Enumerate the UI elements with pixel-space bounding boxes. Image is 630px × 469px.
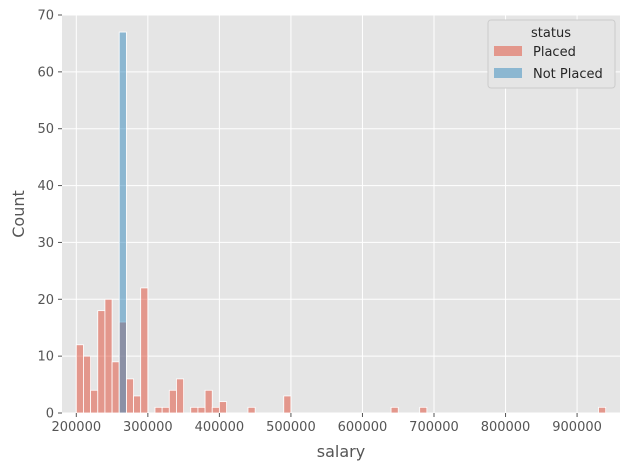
bar-placed [90, 389, 99, 414]
bar-placed [204, 389, 213, 414]
bar-placed [125, 378, 134, 414]
bar-placed [133, 395, 142, 414]
bar-placed [140, 287, 149, 414]
y-axis-title: Count [9, 190, 28, 238]
x-axis-ticks: 200000 300000 400000 500000 600000 700000 8000… [51, 413, 602, 435]
grid-lines [62, 14, 620, 414]
x-tick-label: 600000 [338, 420, 388, 435]
bar-placed [111, 361, 120, 414]
x-tick-label: 700000 [409, 420, 459, 435]
legend-swatch-placed [494, 46, 522, 56]
bar-not-placed [118, 31, 127, 414]
y-tick-label: 10 [37, 350, 54, 365]
legend-label-not-placed: Not Placed [533, 67, 603, 82]
legend-title: status [531, 26, 571, 41]
bar-placed [598, 406, 607, 414]
bar-placed [154, 406, 163, 414]
y-tick-label: 40 [37, 179, 54, 194]
y-tick-label: 70 [37, 9, 54, 24]
bar-placed [390, 406, 399, 414]
bar-placed [176, 378, 185, 414]
bar-placed [197, 406, 206, 414]
bar-placed [211, 406, 220, 414]
bar-placed [83, 355, 92, 414]
bar-placed [97, 310, 106, 414]
bar-placed [218, 401, 227, 414]
bar-placed [168, 389, 177, 414]
bar-placed [247, 406, 256, 414]
y-tick-label: 0 [46, 407, 54, 422]
legend-swatch-not-placed [494, 68, 522, 78]
bar-placed [104, 298, 113, 414]
x-tick-label: 400000 [195, 420, 245, 435]
bar-placed [283, 395, 292, 414]
bars [75, 31, 607, 414]
y-tick-label: 20 [37, 293, 54, 308]
y-tick-label: 30 [37, 236, 54, 251]
x-axis-title: salary [317, 442, 365, 461]
legend-label-placed: Placed [533, 45, 576, 60]
x-tick-label: 500000 [266, 420, 316, 435]
y-tick-label: 50 [37, 122, 54, 137]
bar-placed [161, 406, 170, 414]
y-axis-ticks: 0 10 20 30 40 50 60 70 [37, 9, 62, 422]
y-tick-label: 60 [37, 65, 54, 80]
legend: status Placed Not Placed [487, 19, 616, 89]
x-tick-label: 900000 [552, 420, 602, 435]
bar-placed [75, 344, 84, 414]
x-tick-label: 800000 [481, 420, 531, 435]
x-tick-label: 300000 [123, 420, 173, 435]
bar-placed [419, 406, 428, 414]
x-tick-label: 200000 [51, 420, 101, 435]
bar-placed [190, 406, 199, 414]
